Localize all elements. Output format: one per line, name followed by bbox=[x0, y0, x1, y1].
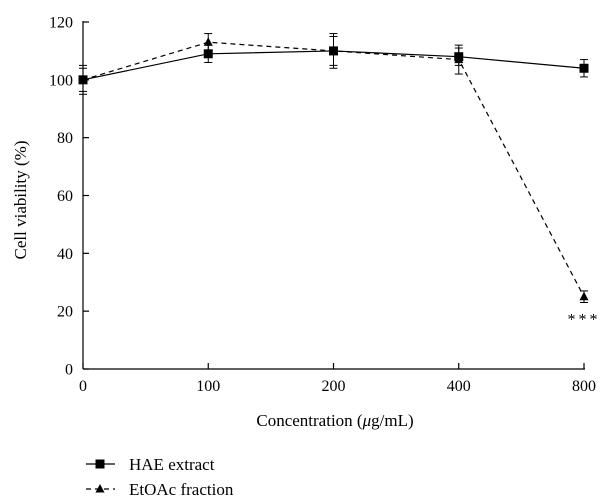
x-tick-label: 800 bbox=[572, 378, 596, 395]
y-tick-label: 20 bbox=[57, 304, 73, 321]
x-axis-label: Concentration (μg/mL) bbox=[256, 411, 413, 430]
x-tick-label: 200 bbox=[322, 378, 346, 395]
y-tick-label: 100 bbox=[49, 72, 73, 89]
y-tick-label: 120 bbox=[49, 15, 73, 32]
y-axis-label: Cell viability (%) bbox=[11, 141, 30, 260]
data-point bbox=[78, 75, 88, 85]
axes: 0 20 40 60 80 100 120 0 100 200 400 800 bbox=[49, 15, 596, 396]
legend-item: HAE extract bbox=[86, 455, 215, 474]
data-point bbox=[579, 63, 589, 73]
series-line bbox=[82, 41, 585, 297]
series-etoac-fraction bbox=[78, 33, 589, 303]
significance-annotation: *** bbox=[568, 311, 601, 328]
legend: HAE extract EtOAc fraction bbox=[86, 455, 234, 498]
legend-label: EtOAc fraction bbox=[129, 480, 234, 498]
data-point bbox=[579, 291, 589, 301]
data-point bbox=[329, 46, 338, 56]
annotations: *** bbox=[568, 311, 601, 328]
data-point bbox=[203, 49, 213, 59]
data-point bbox=[454, 52, 464, 62]
legend-label: HAE extract bbox=[129, 455, 215, 474]
data-point bbox=[203, 37, 213, 46]
y-tick-label: 80 bbox=[57, 130, 73, 147]
y-tick-label: 60 bbox=[57, 188, 73, 205]
y-tick-label: 0 bbox=[65, 362, 73, 379]
legend-marker bbox=[95, 484, 105, 493]
series-hae-extract bbox=[78, 35, 589, 95]
x-tick-label: 100 bbox=[196, 378, 220, 395]
legend-item: EtOAc fraction bbox=[86, 480, 234, 498]
legend-marker bbox=[95, 459, 105, 469]
plot-series bbox=[78, 33, 589, 303]
x-tick-label: 0 bbox=[79, 378, 87, 395]
y-tick-label: 40 bbox=[57, 246, 73, 263]
x-tick-label: 400 bbox=[447, 378, 471, 395]
